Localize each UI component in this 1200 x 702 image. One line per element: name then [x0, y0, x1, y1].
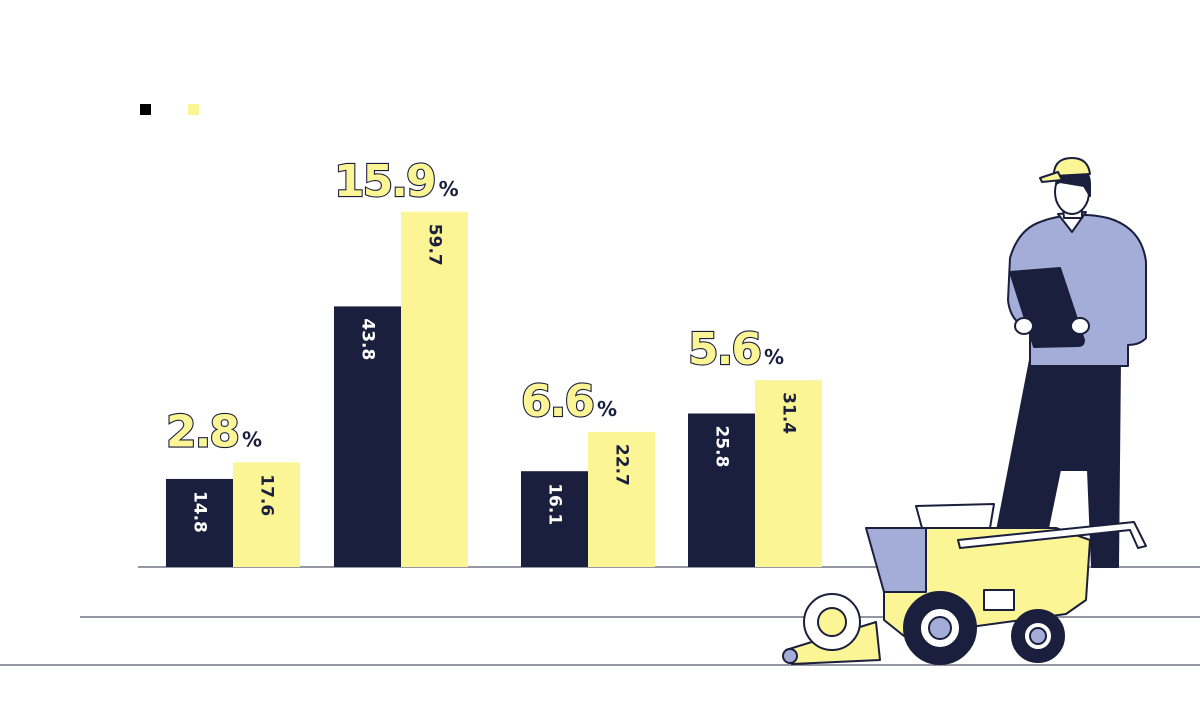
bar-value-label: 14.8 [190, 491, 210, 533]
bar-series-1-group-1 [166, 478, 233, 567]
harvester-rear-wheel-hub [1029, 627, 1047, 645]
group-annotation: 5.6% [688, 324, 784, 375]
harvester-reel-hub [817, 607, 847, 637]
harvester-illustration [782, 503, 1147, 665]
bar-series-2-group-2 [401, 211, 468, 567]
group-annotation: 6.6% [521, 376, 617, 427]
harvester-front-wheel-hub [928, 616, 952, 640]
bar-series-1-group-2 [334, 306, 401, 567]
annotation-value: 6.6 [521, 376, 593, 427]
bar-value-label: 31.4 [779, 392, 799, 434]
group-annotations: 2.8 %15.9 %6.6 %5.6% [165, 155, 784, 459]
harvester-auger [957, 521, 1147, 549]
annotation-value: 2.8 [166, 406, 238, 457]
harvester-header-tip [782, 648, 798, 664]
bar-series-1-group-4 [688, 413, 755, 567]
annotation-unit: % [439, 177, 459, 201]
annotation-value: 15.9 [334, 156, 435, 207]
group-annotation: 2.8% [166, 406, 262, 457]
bar-value-label: 16.1 [545, 483, 565, 525]
bars: 14.8 17.6 43.8 59.7 16.1 22.7 25.8 31.4 [166, 211, 822, 567]
farmer-hand-right [1070, 317, 1090, 335]
bar-series-1-group-3 [521, 471, 588, 567]
harvester-grille [983, 589, 1015, 611]
legend [140, 104, 199, 115]
legend-swatch-series-2 [188, 104, 199, 115]
harvester-cab [865, 527, 927, 593]
bar-value-label: 22.7 [612, 444, 632, 486]
bar-series-2-group-4 [755, 380, 822, 567]
bar-value-label: 43.8 [358, 318, 378, 360]
annotation-value: 5.6 [688, 324, 760, 375]
farmer-cap-brim [1039, 171, 1063, 183]
legend-swatch-series-1 [140, 104, 151, 115]
annotation-unit: % [764, 345, 784, 369]
harvester-hopper [915, 503, 995, 529]
farmer-illustration [989, 157, 1147, 568]
farmer-cap [1053, 157, 1091, 177]
farmer-hand-left [1014, 317, 1034, 335]
bar-value-label: 17.6 [257, 474, 277, 516]
bar-series-2-group-1 [233, 462, 300, 567]
annotation-unit: % [597, 397, 617, 421]
bar-value-label: 25.8 [712, 425, 732, 467]
bar-value-label: 59.7 [425, 224, 445, 266]
group-annotation: 15.9% [334, 156, 459, 207]
annotation-unit: % [242, 427, 262, 451]
bar-series-2-group-3 [588, 431, 655, 567]
